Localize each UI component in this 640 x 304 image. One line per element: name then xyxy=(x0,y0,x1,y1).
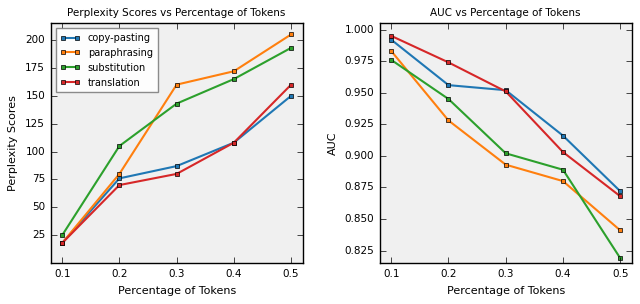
translation xyxy=(230,141,237,144)
copy-pasting xyxy=(173,164,180,168)
paraphrasing xyxy=(287,33,295,36)
translation xyxy=(116,183,124,187)
translation xyxy=(58,241,66,245)
Line: copy-pasting: copy-pasting xyxy=(60,94,293,245)
translation xyxy=(287,83,295,86)
copy-pasting xyxy=(445,83,452,87)
substitution xyxy=(287,46,295,50)
substitution xyxy=(116,144,124,148)
translation xyxy=(502,90,509,93)
copy-pasting xyxy=(116,177,124,180)
Title: Perplexity Scores vs Percentage of Tokens: Perplexity Scores vs Percentage of Token… xyxy=(67,8,286,18)
substitution xyxy=(616,256,624,260)
translation xyxy=(387,34,395,38)
Line: paraphrasing: paraphrasing xyxy=(389,49,622,233)
paraphrasing xyxy=(559,179,567,183)
paraphrasing xyxy=(502,163,509,167)
paraphrasing xyxy=(445,119,452,122)
Title: AUC vs Percentage of Tokens: AUC vs Percentage of Tokens xyxy=(431,8,581,18)
X-axis label: Percentage of Tokens: Percentage of Tokens xyxy=(447,286,565,296)
X-axis label: Percentage of Tokens: Percentage of Tokens xyxy=(118,286,236,296)
Y-axis label: AUC: AUC xyxy=(328,131,337,155)
translation xyxy=(616,195,624,198)
copy-pasting xyxy=(230,141,237,144)
substitution xyxy=(173,102,180,105)
substitution xyxy=(502,151,509,155)
Line: paraphrasing: paraphrasing xyxy=(60,32,293,245)
Line: translation: translation xyxy=(60,83,293,245)
copy-pasting xyxy=(616,189,624,193)
paraphrasing xyxy=(230,69,237,73)
paraphrasing xyxy=(58,241,66,245)
paraphrasing xyxy=(116,172,124,176)
Y-axis label: Perplexity Scores: Perplexity Scores xyxy=(8,95,19,191)
copy-pasting xyxy=(287,94,295,98)
Line: copy-pasting: copy-pasting xyxy=(389,38,622,193)
copy-pasting xyxy=(559,134,567,137)
Line: substitution: substitution xyxy=(60,46,293,237)
paraphrasing xyxy=(616,229,624,232)
copy-pasting xyxy=(502,88,509,92)
copy-pasting xyxy=(387,38,395,42)
Legend: copy-pasting, paraphrasing, substitution, translation: copy-pasting, paraphrasing, substitution… xyxy=(56,28,157,92)
substitution xyxy=(445,97,452,101)
Line: substitution: substitution xyxy=(389,58,622,260)
translation xyxy=(445,60,452,64)
substitution xyxy=(387,58,395,62)
paraphrasing xyxy=(173,83,180,86)
substitution xyxy=(230,77,237,81)
Line: translation: translation xyxy=(389,34,622,198)
substitution xyxy=(58,233,66,237)
paraphrasing xyxy=(387,49,395,53)
translation xyxy=(173,172,180,176)
translation xyxy=(559,150,567,154)
substitution xyxy=(559,168,567,171)
copy-pasting xyxy=(58,241,66,245)
